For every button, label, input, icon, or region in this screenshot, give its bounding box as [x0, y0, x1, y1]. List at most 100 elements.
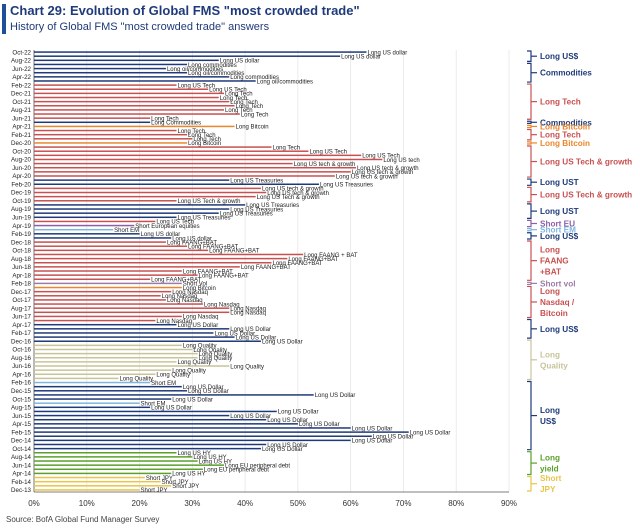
bar [34, 340, 261, 342]
bar-label: Long US Dollar [188, 389, 229, 395]
bar-label: Long EU peripheral debt [204, 468, 269, 474]
bar-label: Long US dollar [141, 232, 181, 238]
bar-label: Long US tech & growth [336, 174, 398, 180]
bar-label: Long Tech [236, 104, 264, 110]
bar-label: Long FAANG+BAT [288, 257, 338, 263]
group-bracket [527, 318, 532, 339]
x-tick-label: 50% [290, 499, 306, 508]
bar [34, 138, 193, 140]
month-label: Apr-21 [12, 124, 31, 131]
group-label: Commodities [540, 118, 592, 127]
bar [34, 348, 193, 351]
bar-label: Long US Treasuries [230, 207, 283, 213]
bar [34, 485, 172, 487]
bar [34, 468, 203, 471]
month-label: Jun-19 [12, 214, 31, 221]
y-axis-labels: Oct-22Aug-22Jun-22Apr-22Feb-22Dec-21Oct-… [11, 49, 32, 494]
group-label: FAANG [540, 257, 569, 266]
bar-label: Long oil/commodities [257, 79, 313, 85]
group-label: Short EM [540, 226, 576, 235]
bar-label: Long FAANG+BAT [199, 273, 249, 279]
group-label: Long US$ [540, 52, 579, 61]
month-label: Dec-14 [11, 438, 32, 445]
bar [34, 377, 119, 380]
bar [34, 224, 135, 227]
bar [34, 183, 319, 186]
month-label: Jun-17 [12, 314, 31, 321]
bar-label: Long Quality [193, 348, 227, 354]
bar [34, 109, 224, 111]
bar-label: Long Quality [156, 373, 190, 379]
bar-label: Long commodities [230, 75, 279, 81]
bar-label: Long US Dollar [230, 327, 271, 333]
bar [34, 476, 145, 479]
bar [34, 200, 177, 202]
bar [34, 175, 335, 177]
month-label: Dec-18 [11, 239, 32, 246]
month-label: Jun-21 [12, 115, 31, 122]
chart-subtitle: History of Global FMS "most crowded trad… [10, 21, 270, 33]
month-label: Dec-20 [11, 140, 32, 147]
bar-label: Long Quality [119, 377, 153, 383]
x-tick-label: 70% [395, 499, 411, 508]
x-tick-label: 30% [184, 499, 200, 508]
bar [34, 443, 267, 446]
group-label: Long [540, 350, 560, 359]
bar-label: Short European equities [135, 224, 199, 230]
bar [34, 237, 172, 239]
month-label: Dec-21 [11, 91, 32, 98]
bar [34, 435, 372, 437]
group-bracket [527, 62, 532, 83]
bar-label: Long EU peripheral debt [225, 463, 290, 469]
group-bracket [527, 240, 532, 281]
month-label: Jun-15 [12, 413, 31, 420]
bar-label: Long US Dollar [299, 422, 340, 428]
bar [34, 336, 235, 338]
bar [34, 361, 177, 363]
month-label: Aug-21 [11, 107, 32, 114]
bar-label: Short JPY [146, 476, 173, 482]
bar [34, 414, 230, 417]
x-axis-ticks: 0% 10% 20% 30% 40% 50% 60% 70% 80% 90% [28, 499, 517, 508]
bar-label: Long US Dollar [230, 414, 271, 420]
group-label: JPY [540, 485, 556, 494]
bar-label: Long US Dollar [236, 335, 277, 341]
bar-label: Long US Dollar [352, 439, 393, 445]
bar [34, 319, 156, 322]
month-label: Jun-18 [12, 264, 31, 271]
bar-label: Long US Dollar [172, 397, 213, 403]
bar-label: Long US tech & growth [352, 170, 414, 176]
bar [34, 274, 198, 276]
bar [34, 398, 172, 400]
bar [34, 460, 198, 462]
bar [34, 315, 182, 318]
bar-label: Long FAANG+BAT [183, 269, 233, 275]
bar [34, 71, 188, 74]
bar [34, 344, 182, 347]
chart-source: Source: BofA Global Fund Manager Survey [6, 515, 160, 524]
bar [34, 121, 151, 124]
bar-label: Long US Dollar [267, 418, 308, 424]
bar-label: Long commodities [188, 63, 237, 69]
bar-label: Long Quality [183, 344, 217, 350]
bar-label: Long Tech [230, 100, 258, 106]
bar [34, 323, 177, 326]
bar-label: Long FAANG+BAT [273, 261, 323, 267]
month-label: Oct-16 [12, 347, 31, 354]
bar [34, 228, 114, 231]
bar [34, 427, 351, 429]
month-label: Aug-17 [11, 305, 32, 312]
group-bracket [527, 339, 532, 381]
bar [34, 76, 230, 78]
bar-label: Long Tech [220, 96, 248, 102]
bar-label: Long US Dollar [214, 331, 255, 337]
bar [34, 129, 177, 132]
bar [34, 212, 219, 214]
bar [34, 282, 182, 285]
bar-label: Long Tech [225, 108, 253, 114]
bar [34, 63, 188, 66]
month-label: Oct-18 [12, 248, 31, 255]
x-tick-label: 80% [448, 499, 464, 508]
month-label: Aug-20 [11, 157, 32, 164]
bar [34, 472, 172, 475]
